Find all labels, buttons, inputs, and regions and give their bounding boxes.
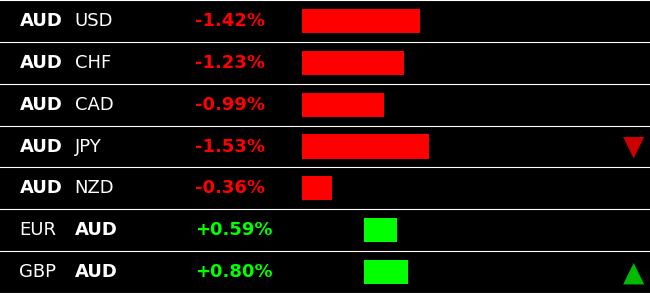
Text: AUD: AUD	[75, 221, 118, 239]
Bar	[302, 176, 332, 200]
Bar	[302, 9, 420, 33]
Text: AUD: AUD	[20, 96, 62, 114]
Text: AUD: AUD	[20, 54, 62, 72]
Text: CHF: CHF	[75, 54, 111, 72]
Bar	[302, 134, 429, 159]
Text: AUD: AUD	[20, 137, 62, 156]
Text: ▲: ▲	[623, 258, 644, 286]
Text: -0.36%: -0.36%	[195, 179, 265, 197]
Bar	[302, 93, 384, 117]
Text: GBP: GBP	[20, 263, 57, 281]
Text: +0.59%: +0.59%	[195, 221, 272, 239]
Text: NZD: NZD	[75, 179, 114, 197]
Text: AUD: AUD	[20, 12, 62, 30]
Bar	[364, 218, 396, 242]
Text: -1.23%: -1.23%	[195, 54, 265, 72]
Text: ▼: ▼	[623, 132, 644, 161]
Text: -0.99%: -0.99%	[195, 96, 265, 114]
Bar	[302, 51, 404, 75]
Text: -1.42%: -1.42%	[195, 12, 265, 30]
Text: +0.80%: +0.80%	[195, 263, 272, 281]
Bar	[364, 260, 408, 284]
Text: JPY: JPY	[75, 137, 101, 156]
Text: CAD: CAD	[75, 96, 114, 114]
Text: AUD: AUD	[75, 263, 118, 281]
Text: EUR: EUR	[20, 221, 57, 239]
Text: USD: USD	[75, 12, 113, 30]
Text: -1.53%: -1.53%	[195, 137, 265, 156]
Text: AUD: AUD	[20, 179, 62, 197]
